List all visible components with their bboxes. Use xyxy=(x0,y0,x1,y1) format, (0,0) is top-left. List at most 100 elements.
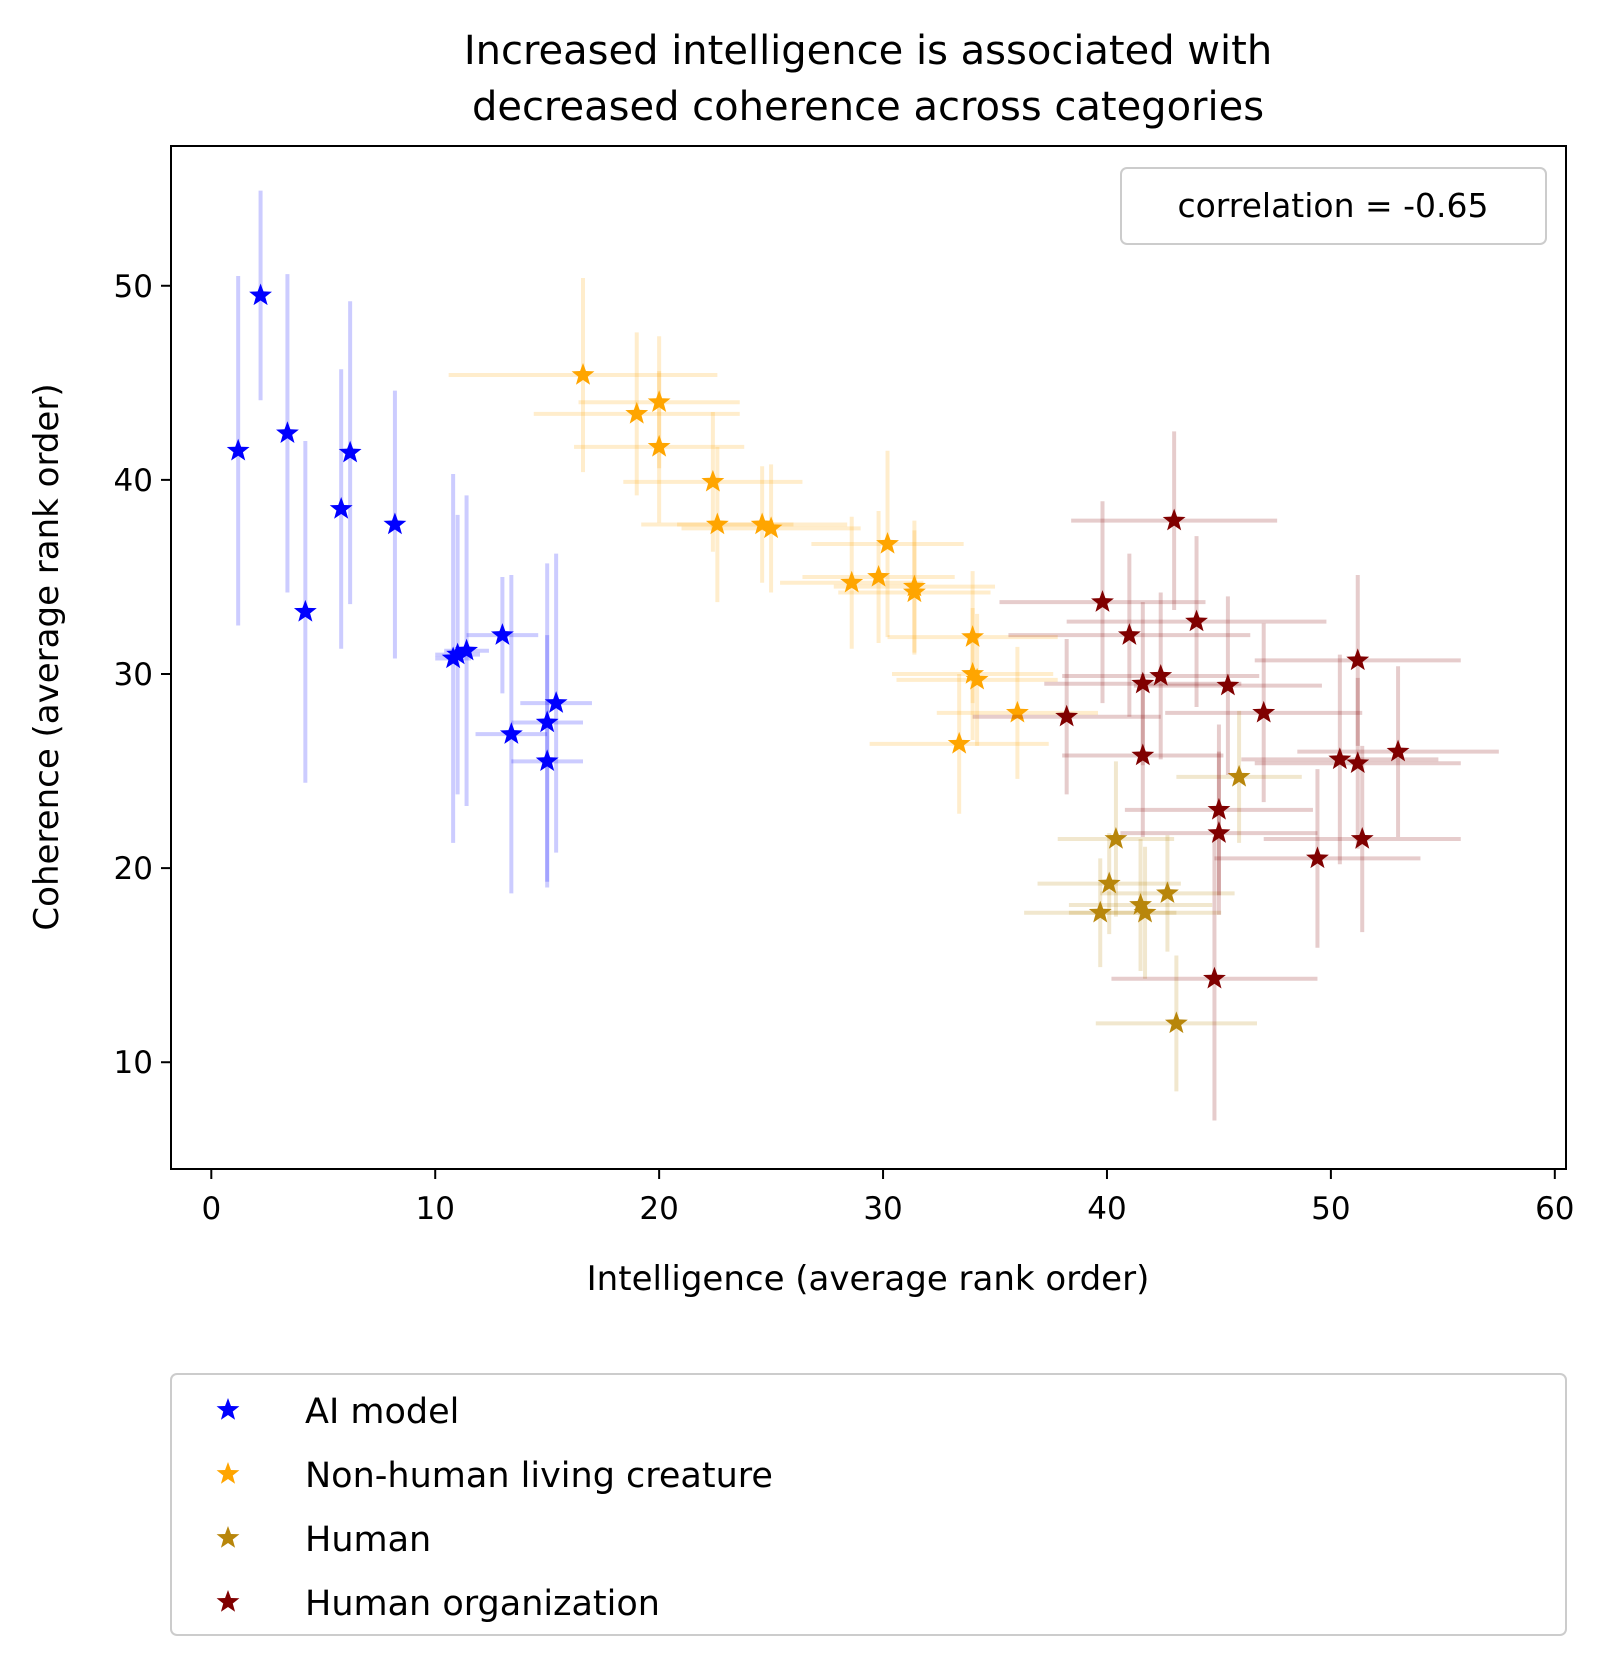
data-point-star xyxy=(1207,797,1231,820)
data-point-star xyxy=(499,722,523,744)
legend-label: Human organization xyxy=(305,1584,660,1624)
data-point-star xyxy=(1227,764,1251,787)
data-point-star xyxy=(226,438,250,461)
data-point-star xyxy=(1104,827,1128,849)
x-tick-label: 0 xyxy=(201,1191,221,1227)
data-point-star xyxy=(490,623,514,645)
data-point-star xyxy=(329,497,353,519)
data-point-star xyxy=(1185,609,1208,632)
data-point-star xyxy=(867,564,890,587)
x-axis: 0 10 20 30 40 50 60 xyxy=(201,1169,1575,1227)
data-point-star xyxy=(1386,739,1410,762)
chart-title-line-1: Increased intelligence is associated wit… xyxy=(464,28,1272,74)
markers-non-human-living-creature xyxy=(571,363,1029,754)
legend-label: Human xyxy=(305,1520,431,1560)
y-axis: 10 20 30 40 50 xyxy=(114,269,171,1081)
x-tick-label: 60 xyxy=(1535,1191,1574,1227)
data-point-star xyxy=(446,642,470,665)
y-axis-label: Coherence (average rank order) xyxy=(27,383,67,930)
data-point-star xyxy=(544,691,568,713)
data-point-star xyxy=(902,580,926,603)
data-point-star xyxy=(1156,881,1179,904)
correlation-annotation: correlation = -0.65 xyxy=(1120,167,1547,245)
data-point-star xyxy=(293,599,317,622)
data-point-star xyxy=(1164,1011,1188,1034)
legend-label: Non-human living creature xyxy=(305,1456,773,1496)
data-point-star xyxy=(1129,893,1152,915)
data-point-star xyxy=(1005,700,1029,723)
y-tick-label: 30 xyxy=(114,657,153,693)
data-point-star xyxy=(1207,821,1231,843)
chart-title-line-2: decreased coherence across categories xyxy=(472,84,1264,130)
data-point-star xyxy=(1306,846,1329,869)
markers-ai-model xyxy=(226,283,568,772)
data-point-star xyxy=(1149,663,1173,686)
data-point-star xyxy=(759,516,783,539)
markers-human xyxy=(1088,764,1251,1034)
data-point-star xyxy=(455,638,478,661)
data-point-star xyxy=(1328,747,1352,770)
data-point-star xyxy=(1055,704,1079,727)
x-tick-label: 10 xyxy=(415,1191,454,1227)
data-point-star xyxy=(535,749,559,772)
y-tick-label: 50 xyxy=(114,269,153,305)
x-tick-label: 50 xyxy=(1311,1191,1350,1227)
data-point-star xyxy=(961,625,985,647)
data-point-star xyxy=(338,440,362,463)
data-point-star xyxy=(1133,900,1157,923)
series-non-human-living-creature xyxy=(448,278,1099,814)
data-point-star xyxy=(571,363,595,385)
series-ai-model xyxy=(226,190,592,894)
legend: AI model Non-human living creature Human Hu… xyxy=(170,1373,1567,1636)
y-tick-label: 40 xyxy=(114,463,153,499)
data-point-star xyxy=(249,283,272,306)
data-point-star xyxy=(383,512,407,535)
data-point-star xyxy=(876,531,899,554)
data-point-star xyxy=(840,570,864,593)
data-point-star xyxy=(1350,827,1374,849)
data-point-star xyxy=(701,469,725,492)
plot-area xyxy=(226,190,1499,1121)
data-point-star xyxy=(1088,900,1112,923)
data-point-star xyxy=(625,401,649,424)
data-point-star xyxy=(961,662,985,684)
data-point-star xyxy=(1117,623,1141,645)
data-point-star xyxy=(1097,871,1121,894)
legend-label: AI model xyxy=(305,1392,459,1432)
legend-box xyxy=(170,1373,1567,1636)
series-human-organization xyxy=(972,431,1499,1121)
markers-human-organization xyxy=(1055,508,1410,989)
y-tick-label: 10 xyxy=(114,1045,153,1081)
data-point-star xyxy=(1216,673,1240,696)
plot-frame xyxy=(170,145,1567,1170)
series-human xyxy=(1024,710,1302,1092)
data-point-star xyxy=(535,710,559,733)
data-point-star xyxy=(1162,508,1186,531)
legend-marker-star xyxy=(216,1398,240,1420)
data-point-star xyxy=(647,390,671,412)
data-point-star xyxy=(276,421,299,443)
data-point-star xyxy=(1346,648,1370,671)
x-tick-label: 40 xyxy=(1087,1191,1126,1227)
legend-marker-star xyxy=(216,1590,240,1612)
data-point-star xyxy=(965,667,989,690)
data-point-star xyxy=(1131,743,1155,766)
x-axis-label: Intelligence (average rank order) xyxy=(587,1259,1150,1299)
data-point-star xyxy=(705,512,729,535)
legend-marker-star xyxy=(216,1526,240,1548)
x-tick-label: 20 xyxy=(639,1191,678,1227)
data-point-star xyxy=(1091,590,1114,612)
data-point-star xyxy=(1203,966,1226,989)
correlation-text: correlation = -0.65 xyxy=(1177,186,1488,225)
legend-marker-star xyxy=(216,1462,240,1484)
data-point-star xyxy=(1131,671,1155,694)
data-point-star xyxy=(947,731,971,754)
annotation-box xyxy=(1120,167,1547,245)
data-point-star xyxy=(750,512,774,535)
y-tick-label: 20 xyxy=(114,851,153,887)
data-point-star xyxy=(647,434,671,457)
data-point-star xyxy=(1252,700,1276,723)
data-point-star xyxy=(1346,751,1370,773)
x-tick-label: 30 xyxy=(863,1191,902,1227)
